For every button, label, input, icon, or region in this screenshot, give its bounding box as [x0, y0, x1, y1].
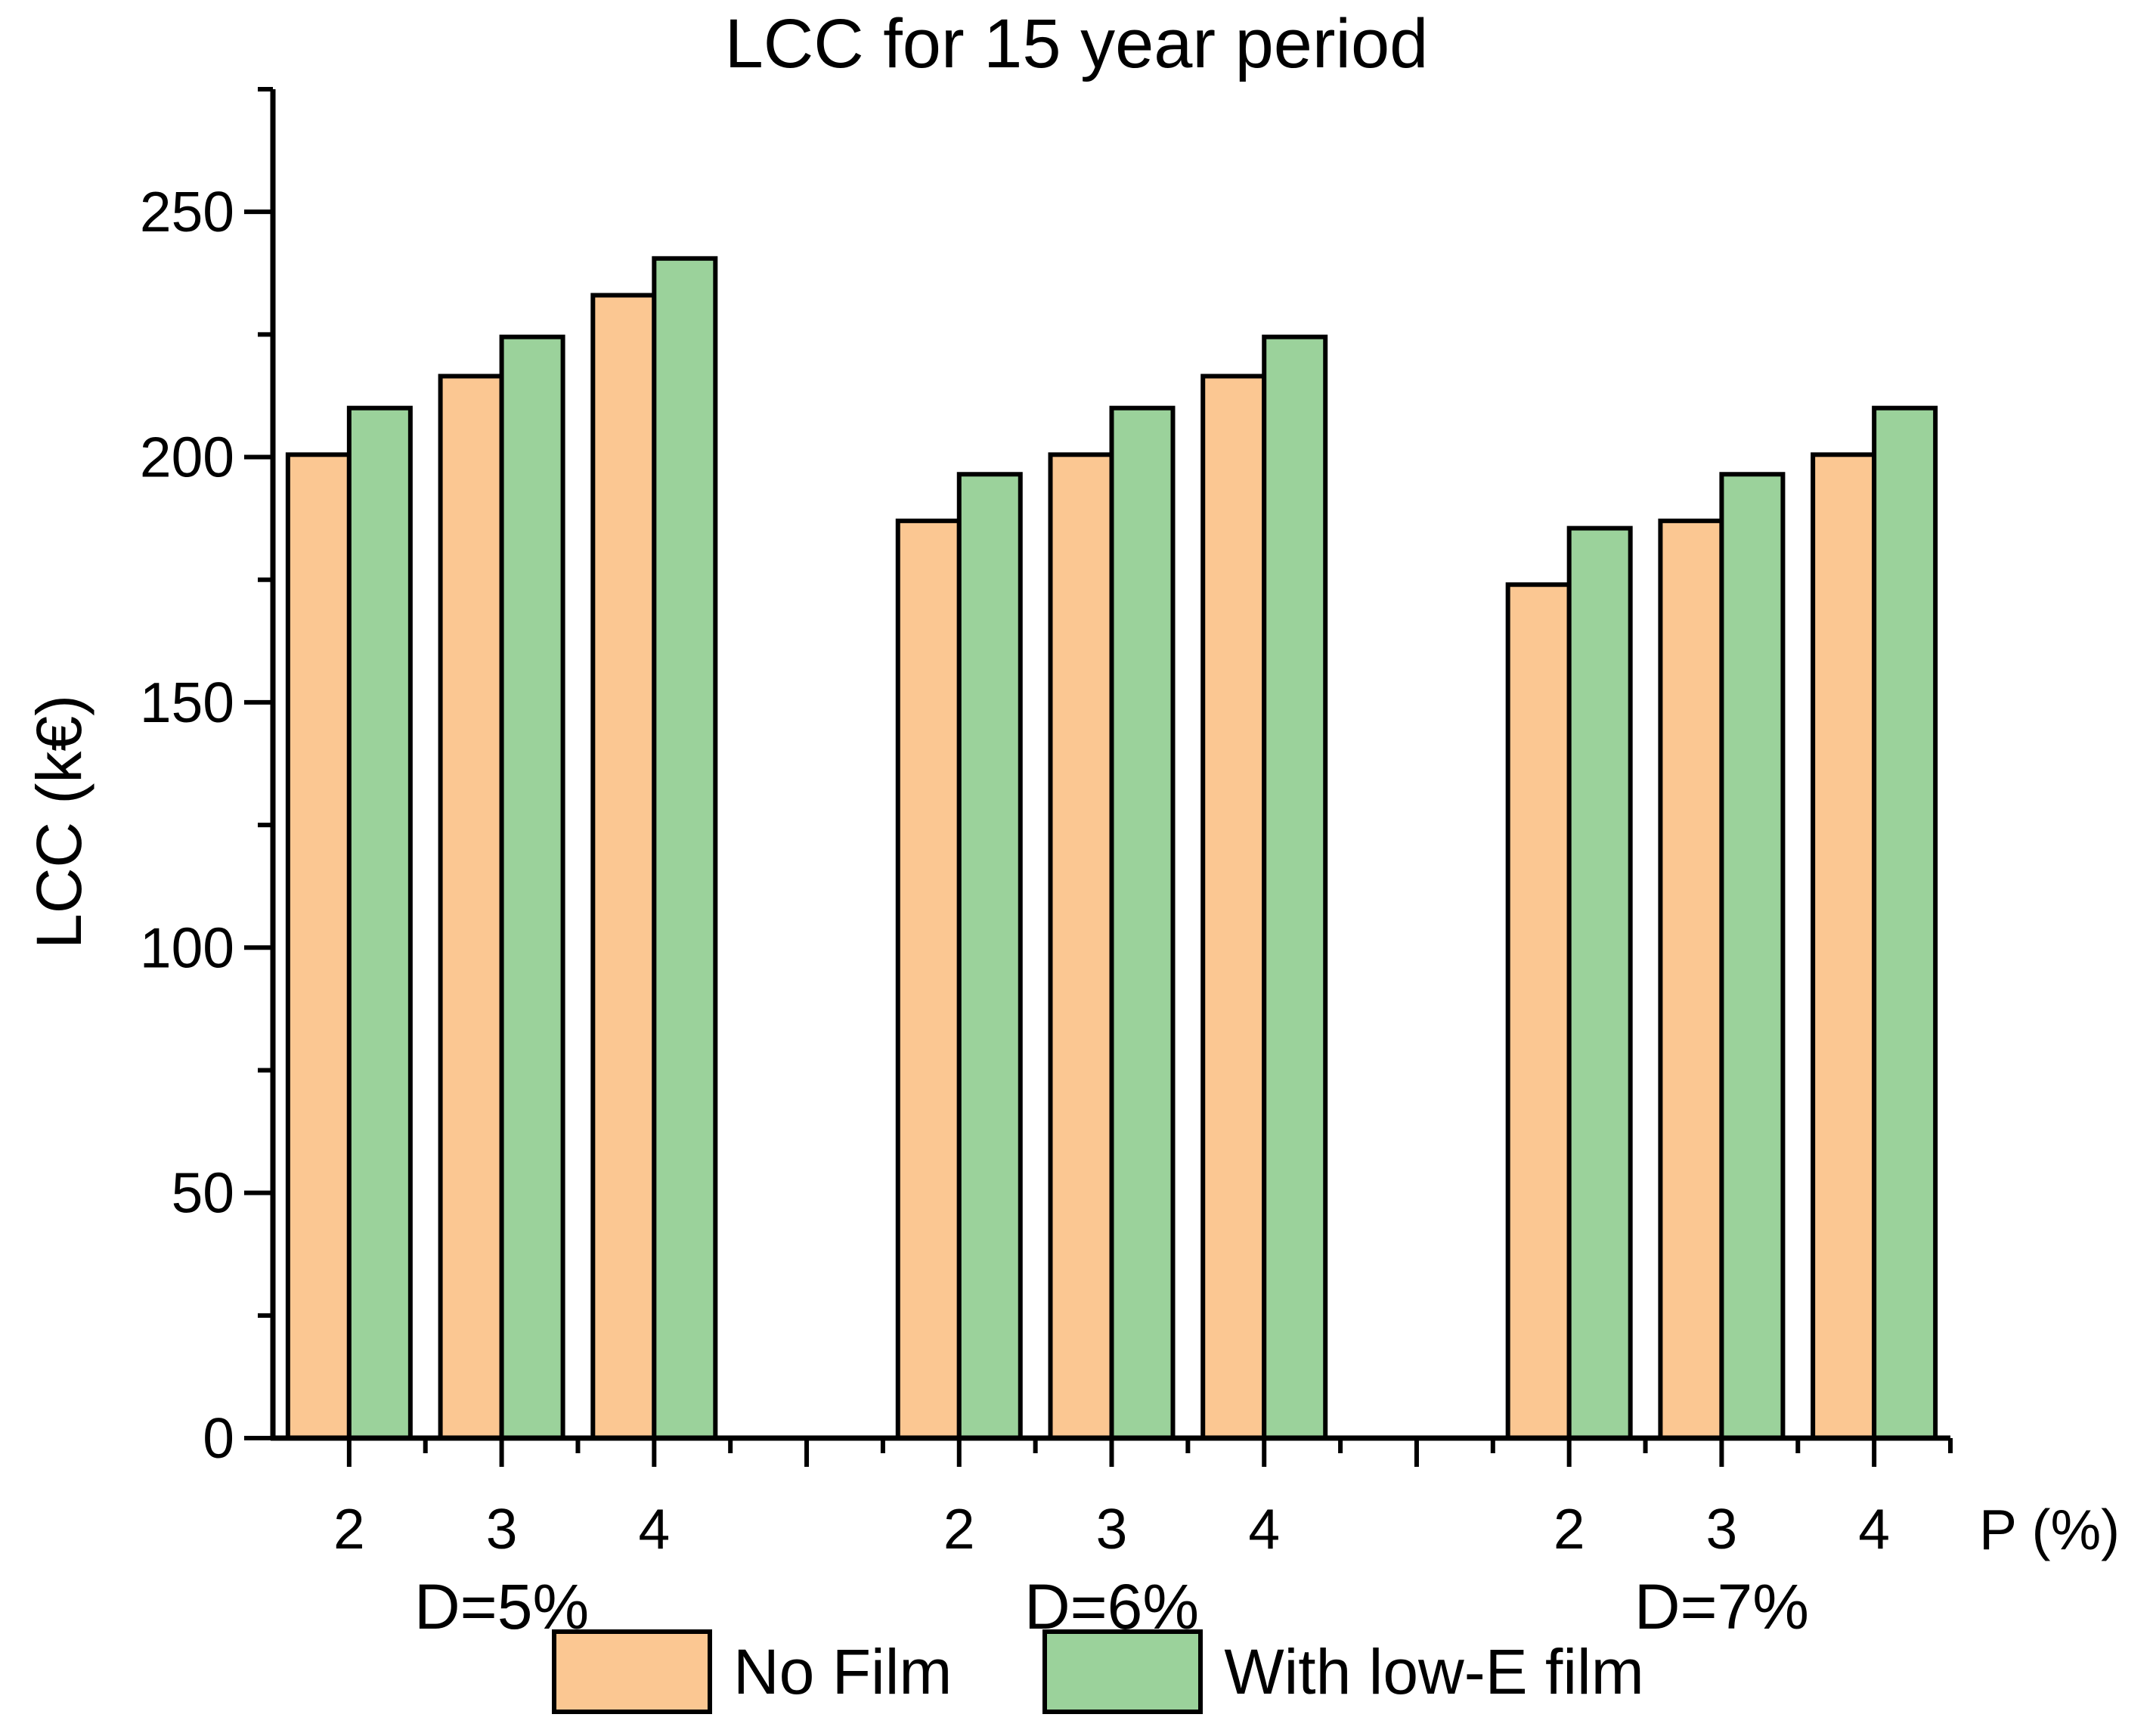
legend-swatch-with_low_e_film — [1042, 1629, 1204, 1714]
bar-D=7%-P4-no_film — [1811, 452, 1877, 1441]
bar-D=7%-P4-with_low_e_film — [1872, 405, 1938, 1440]
x-tick-label: 2 — [1554, 1497, 1585, 1561]
legend-label-with_low_e_film: With low-E film — [1224, 1635, 1644, 1707]
legend: No Film With low-E film — [552, 1629, 1644, 1714]
legend-item-no_film: No Film — [552, 1629, 952, 1714]
bar-D=6%-P3-no_film — [1048, 452, 1114, 1441]
y-tick-label: 250 — [140, 180, 234, 243]
x-tick-label: 3 — [1706, 1497, 1738, 1561]
bar-D=5%-P3-no_film — [438, 374, 504, 1440]
x-tick-label: 3 — [486, 1497, 518, 1561]
legend-item-with_low_e_film: With low-E film — [1042, 1629, 1644, 1714]
y-tick-label: 100 — [140, 916, 234, 979]
chart-title: LCC for 15 year period — [724, 5, 1429, 82]
legend-swatch-no_film — [552, 1629, 712, 1714]
bar-D=7%-P3-with_low_e_film — [1719, 472, 1786, 1441]
y-tick-label: 0 — [203, 1406, 234, 1470]
bar-D=7%-P3-no_film — [1658, 518, 1724, 1440]
bar-D=5%-P4-with_low_e_film — [652, 256, 718, 1440]
y-tick-label: 200 — [140, 426, 234, 489]
x-tick-label: 4 — [638, 1497, 670, 1561]
y-tick-label: 150 — [140, 671, 234, 734]
x-tick-label: 4 — [1248, 1497, 1280, 1561]
bar-D=5%-P4-no_film — [590, 293, 657, 1440]
y-tick-label: 50 — [172, 1161, 234, 1225]
bar-D=7%-P2-with_low_e_film — [1566, 525, 1633, 1440]
group-label: D=7% — [1634, 1571, 1809, 1642]
bar-D=6%-P2-no_film — [895, 518, 962, 1440]
bar-D=5%-P2-no_film — [285, 452, 352, 1441]
bar-D=6%-P4-with_low_e_film — [1262, 334, 1328, 1440]
x-tick-label: 4 — [1858, 1497, 1890, 1561]
x-tick-label: 3 — [1096, 1497, 1128, 1561]
legend-label-no_film: No Film — [733, 1635, 953, 1707]
bar-D=5%-P2-with_low_e_film — [346, 405, 413, 1440]
bar-D=6%-P2-with_low_e_film — [956, 472, 1023, 1441]
bar-D=7%-P2-no_film — [1505, 582, 1572, 1440]
bar-D=6%-P3-with_low_e_film — [1109, 405, 1176, 1440]
x-axis-label: P (%) — [1979, 1498, 2120, 1561]
bar-D=5%-P3-with_low_e_film — [499, 334, 565, 1440]
bar-D=6%-P4-no_film — [1200, 374, 1267, 1440]
x-tick-label: 2 — [333, 1497, 365, 1561]
x-tick-label: 2 — [943, 1497, 975, 1561]
